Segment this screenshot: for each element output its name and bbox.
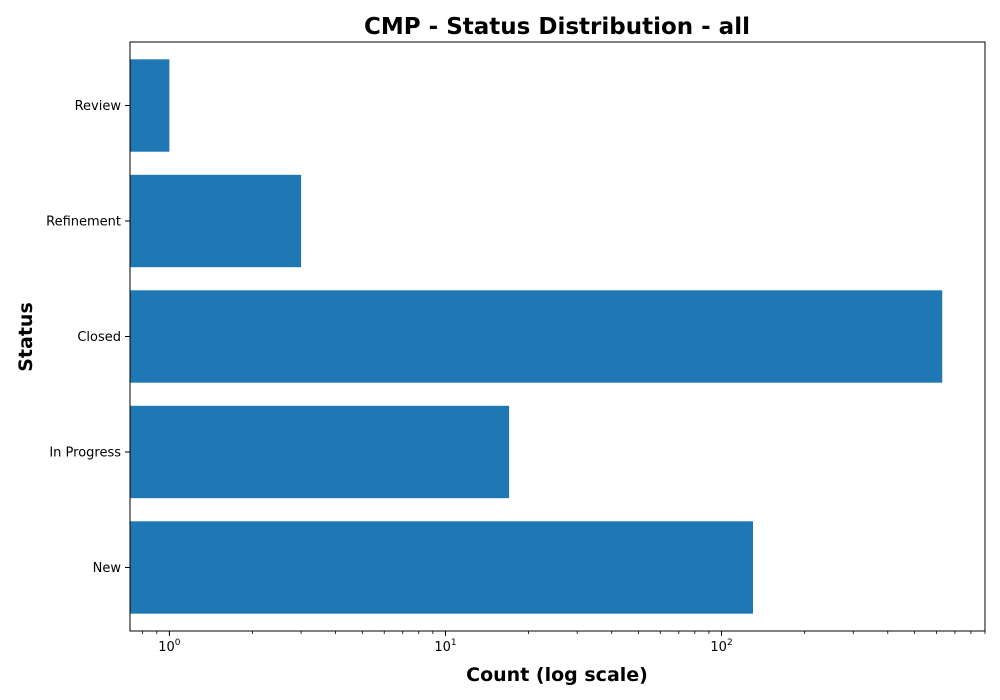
y-tick-label-in-progress: In Progress <box>49 445 121 460</box>
bar-in-progress <box>130 405 510 499</box>
chart-title: CMP - Status Distribution - all <box>364 14 750 40</box>
x-tick-label-0: 100 <box>158 638 181 655</box>
bar-new <box>130 521 754 614</box>
bar-review <box>130 59 170 152</box>
bars-group <box>130 59 943 614</box>
y-axis-label: Status <box>15 302 37 372</box>
bar-refinement <box>130 174 302 268</box>
y-ticks: New In Progress Closed Refinement Review <box>46 99 130 576</box>
plot-area-frame <box>129 41 986 632</box>
x-major-ticks: 100 101 102 <box>158 631 733 655</box>
bar-closed <box>130 290 943 383</box>
y-tick-label-review: Review <box>75 99 122 114</box>
y-tick-label-new: New <box>93 561 122 576</box>
x-axis-label: Count (log scale) <box>466 664 648 686</box>
x-tick-label-1: 101 <box>434 638 456 655</box>
y-tick-label-refinement: Refinement <box>46 215 121 230</box>
x-tick-label-2: 102 <box>710 638 732 655</box>
y-tick-label-closed: Closed <box>77 330 121 345</box>
